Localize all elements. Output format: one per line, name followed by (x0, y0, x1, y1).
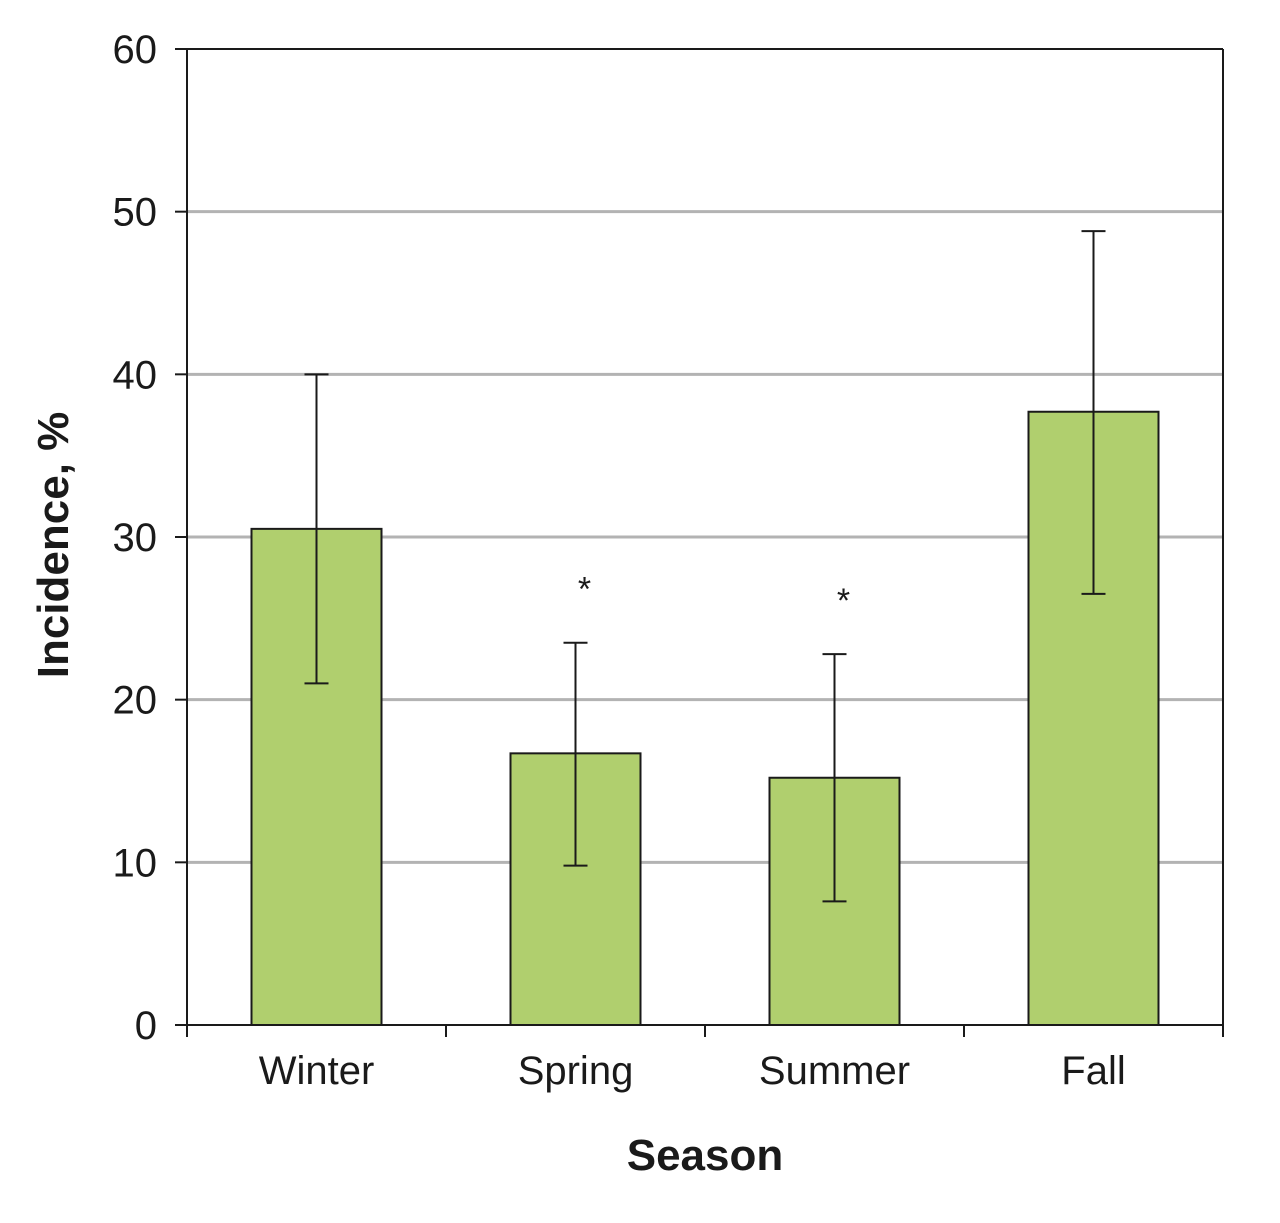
axes (175, 48, 1224, 1037)
significance-mark-spring: * (578, 571, 591, 609)
y-axis-title: Incidence, % (29, 412, 78, 679)
x-tick-label-winter: Winter (259, 1049, 375, 1093)
y-tick-label: 60 (113, 28, 158, 72)
significance-marks: * * (578, 571, 850, 620)
error-bars (304, 230, 1106, 903)
y-tick-label: 0 (135, 1004, 157, 1048)
x-tick-labels: Winter Spring Summer Fall (259, 1049, 1126, 1093)
x-tick-label-spring: Spring (518, 1049, 634, 1093)
y-tick-label: 20 (113, 679, 158, 723)
y-tick-label: 30 (113, 516, 158, 560)
y-tick-label: 10 (113, 841, 158, 885)
significance-mark-summer: * (837, 582, 850, 620)
bars (250, 410, 1160, 1027)
y-tick-label: 40 (113, 353, 158, 397)
y-tick-label: 50 (113, 191, 158, 235)
y-tick-labels: 0 10 20 30 40 50 60 (113, 28, 158, 1048)
x-axis-title: Season (627, 1131, 784, 1180)
x-tick-label-summer: Summer (759, 1049, 910, 1093)
x-tick-label-fall: Fall (1061, 1049, 1125, 1093)
